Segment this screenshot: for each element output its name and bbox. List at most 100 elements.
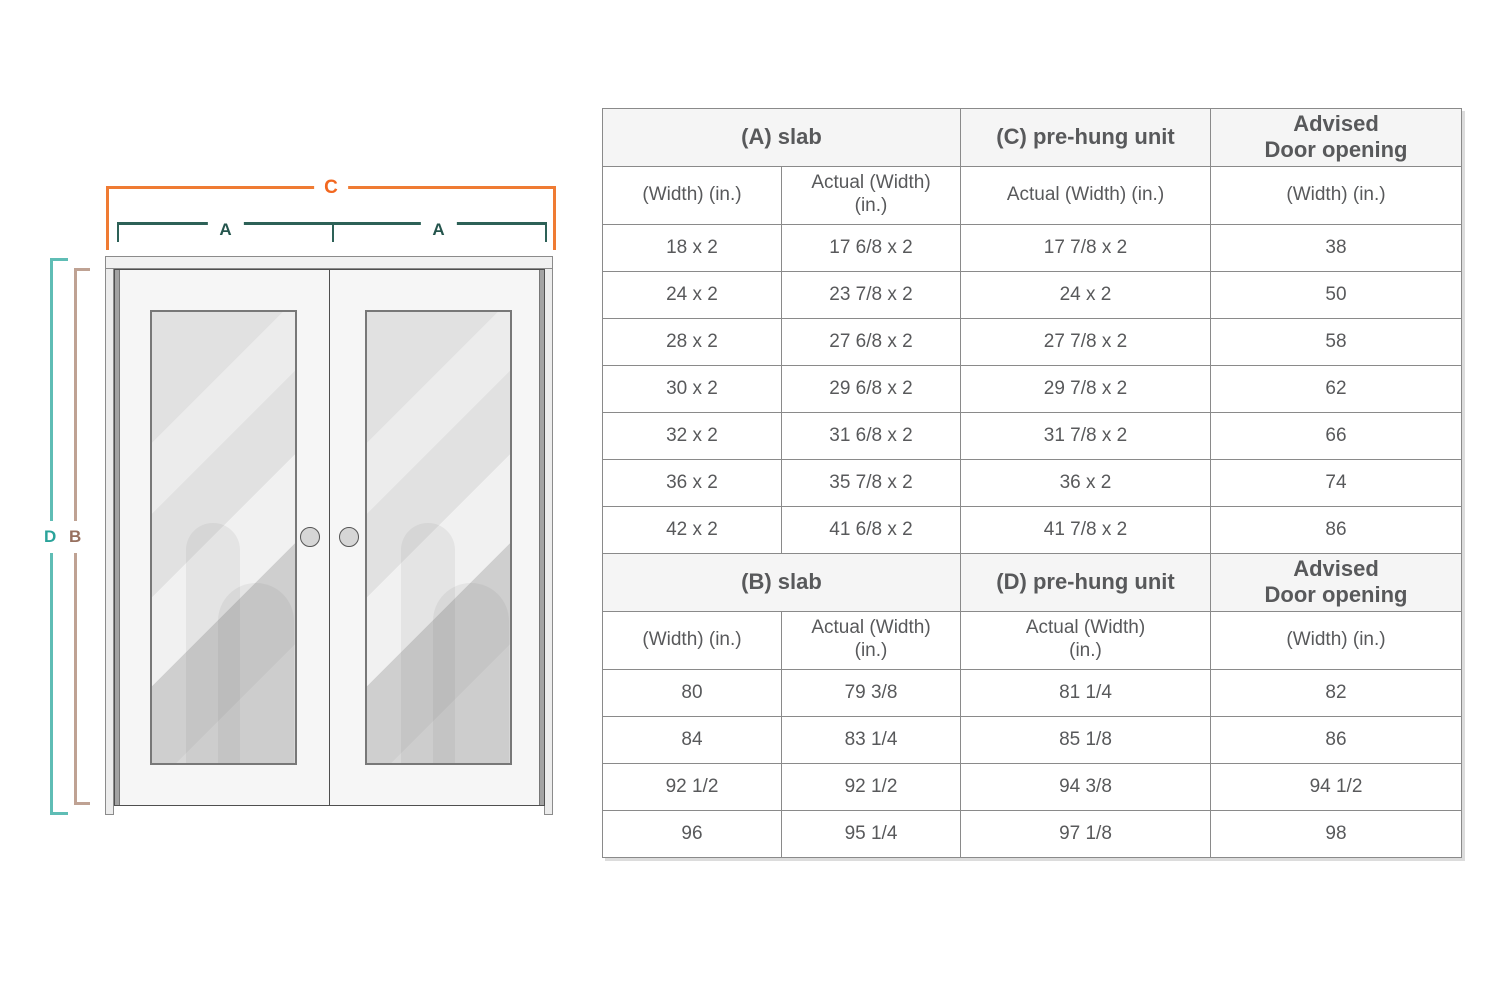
table-cell: 17 6/8 x 2 bbox=[781, 223, 961, 272]
door-slab-right bbox=[329, 269, 545, 806]
table-cell: 81 1/4 bbox=[960, 668, 1211, 717]
table-cell: 95 1/4 bbox=[781, 809, 961, 858]
table-cell: 41 6/8 x 2 bbox=[781, 505, 961, 554]
col-header-advised-width: (Width) (in.) bbox=[1210, 610, 1462, 670]
table-row: 80 79 3/8 81 1/4 82 bbox=[602, 668, 1462, 717]
advised-line2: Door opening bbox=[1264, 137, 1408, 163]
table-cell: 29 7/8 x 2 bbox=[960, 364, 1211, 413]
table-cell: 85 1/8 bbox=[960, 715, 1211, 764]
table-cell: 41 7/8 x 2 bbox=[960, 505, 1211, 554]
section2-column-header-row: (Width) (in.) Actual (Width) (in.) Actua… bbox=[602, 610, 1462, 670]
table-cell: 83 1/4 bbox=[781, 715, 961, 764]
table-row: 32 x 2 31 6/8 x 2 31 7/8 x 2 66 bbox=[602, 411, 1462, 460]
door-size-table: (A) slab (C) pre-hung unit Advised Door … bbox=[602, 108, 1462, 858]
dimension-label-d: D bbox=[43, 520, 58, 553]
col-header-actual-width-d: Actual (Width) (in.) bbox=[960, 610, 1211, 670]
table-row: 92 1/2 92 1/2 94 3/8 94 1/2 bbox=[602, 762, 1462, 811]
table-cell: 27 7/8 x 2 bbox=[960, 317, 1211, 366]
table-row: 96 95 1/4 97 1/8 98 bbox=[602, 809, 1462, 858]
door-slab-left bbox=[114, 269, 330, 806]
dimension-label-a-left: A bbox=[207, 220, 244, 240]
advised-line1: Advised bbox=[1293, 111, 1379, 136]
section1-advised-title: Advised Door opening bbox=[1210, 108, 1462, 167]
table-cell: 24 x 2 bbox=[960, 270, 1211, 319]
table-cell: 31 6/8 x 2 bbox=[781, 411, 961, 460]
table-cell: 17 7/8 x 2 bbox=[960, 223, 1211, 272]
glass-reflection-arch bbox=[217, 583, 294, 763]
table-cell: 23 7/8 x 2 bbox=[781, 270, 961, 319]
table-cell: 97 1/8 bbox=[960, 809, 1211, 858]
door-frame-right-jamb bbox=[544, 258, 553, 815]
table-cell: 42 x 2 bbox=[602, 505, 782, 554]
dimension-bracket-d: D bbox=[43, 258, 68, 815]
table-row: 24 x 2 23 7/8 x 2 24 x 2 50 bbox=[602, 270, 1462, 319]
table-cell: 96 bbox=[602, 809, 782, 858]
section2-advised-title: Advised Door opening bbox=[1210, 552, 1462, 612]
col-header-actual-width: Actual (Width) (in.) bbox=[781, 165, 961, 225]
table-cell: 94 3/8 bbox=[960, 762, 1211, 811]
table-cell: 62 bbox=[1210, 364, 1462, 413]
table-cell: 84 bbox=[602, 715, 782, 764]
table-cell: 36 x 2 bbox=[960, 458, 1211, 507]
table-cell: 80 bbox=[602, 668, 782, 717]
table-cell: 66 bbox=[1210, 411, 1462, 460]
dimension-bracket-a: A A bbox=[117, 220, 547, 242]
section1-title-row: (A) slab (C) pre-hung unit Advised Door … bbox=[602, 108, 1462, 167]
door-frame-left-jamb bbox=[105, 258, 114, 815]
table-cell: 28 x 2 bbox=[602, 317, 782, 366]
table-row: 84 83 1/4 85 1/8 86 bbox=[602, 715, 1462, 764]
table-row: 42 x 2 41 6/8 x 2 41 7/8 x 2 86 bbox=[602, 505, 1462, 554]
table-cell: 86 bbox=[1210, 715, 1462, 764]
col-header-actual-width-c: Actual (Width) (in.) bbox=[960, 165, 1211, 225]
section1-prehung-title: (C) pre-hung unit bbox=[960, 108, 1211, 167]
door-frame-head-jamb bbox=[105, 256, 553, 269]
table-cell: 18 x 2 bbox=[602, 223, 782, 272]
advised-line1: Advised bbox=[1293, 555, 1379, 581]
table-cell: 79 3/8 bbox=[781, 668, 961, 717]
section1-slab-title: (A) slab bbox=[602, 108, 961, 167]
dimension-label-b: B bbox=[68, 520, 83, 553]
col-header-actual-width: Actual (Width) (in.) bbox=[781, 610, 961, 670]
table-cell: 58 bbox=[1210, 317, 1462, 366]
glass-reflection-arch bbox=[401, 523, 456, 763]
door-glass-panel bbox=[365, 310, 512, 765]
table-cell: 94 1/2 bbox=[1210, 762, 1462, 811]
table-cell: 92 1/2 bbox=[781, 762, 961, 811]
col-header-width: (Width) (in.) bbox=[602, 610, 782, 670]
table-cell: 92 1/2 bbox=[602, 762, 782, 811]
section2-prehung-title: (D) pre-hung unit bbox=[960, 552, 1211, 612]
table-cell: 24 x 2 bbox=[602, 270, 782, 319]
double-door-illustration bbox=[105, 256, 553, 815]
door-knob-right bbox=[339, 527, 359, 547]
door-glass-panel bbox=[150, 310, 297, 765]
table-cell: 27 6/8 x 2 bbox=[781, 317, 961, 366]
dimension-bracket-c: C bbox=[106, 177, 556, 250]
col-header-advised-width: (Width) (in.) bbox=[1210, 165, 1462, 225]
table-cell: 29 6/8 x 2 bbox=[781, 364, 961, 413]
table-row: 30 x 2 29 6/8 x 2 29 7/8 x 2 62 bbox=[602, 364, 1462, 413]
section1-column-header-row: (Width) (in.) Actual (Width) (in.) Actua… bbox=[602, 165, 1462, 225]
table-cell: 30 x 2 bbox=[602, 364, 782, 413]
glass-reflection-arch bbox=[432, 583, 509, 763]
table-cell: 98 bbox=[1210, 809, 1462, 858]
advised-line2: Door opening bbox=[1264, 582, 1408, 608]
table-row: 18 x 2 17 6/8 x 2 17 7/8 x 2 38 bbox=[602, 223, 1462, 272]
header-line1: Actual (Width) bbox=[811, 617, 931, 639]
header-line1: Actual (Width) bbox=[1025, 617, 1146, 639]
glass-reflection-arch bbox=[186, 523, 241, 763]
dimension-label-c: C bbox=[314, 177, 348, 199]
door-hinge-edge bbox=[115, 270, 120, 805]
table-cell: 32 x 2 bbox=[602, 411, 782, 460]
table-cell: 31 7/8 x 2 bbox=[960, 411, 1211, 460]
door-hinge-edge bbox=[539, 270, 544, 805]
table-cell: 86 bbox=[1210, 505, 1462, 554]
header-line1: Actual (Width) bbox=[811, 172, 931, 194]
table-row: 28 x 2 27 6/8 x 2 27 7/8 x 2 58 bbox=[602, 317, 1462, 366]
table-cell: 50 bbox=[1210, 270, 1462, 319]
table-cell: 82 bbox=[1210, 668, 1462, 717]
table-row: 36 x 2 35 7/8 x 2 36 x 2 74 bbox=[602, 458, 1462, 507]
table-cell: 36 x 2 bbox=[602, 458, 782, 507]
section2-title-row: (B) slab (D) pre-hung unit Advised Door … bbox=[602, 552, 1462, 612]
header-line2: (in.) bbox=[854, 640, 888, 662]
table-cell: 74 bbox=[1210, 458, 1462, 507]
